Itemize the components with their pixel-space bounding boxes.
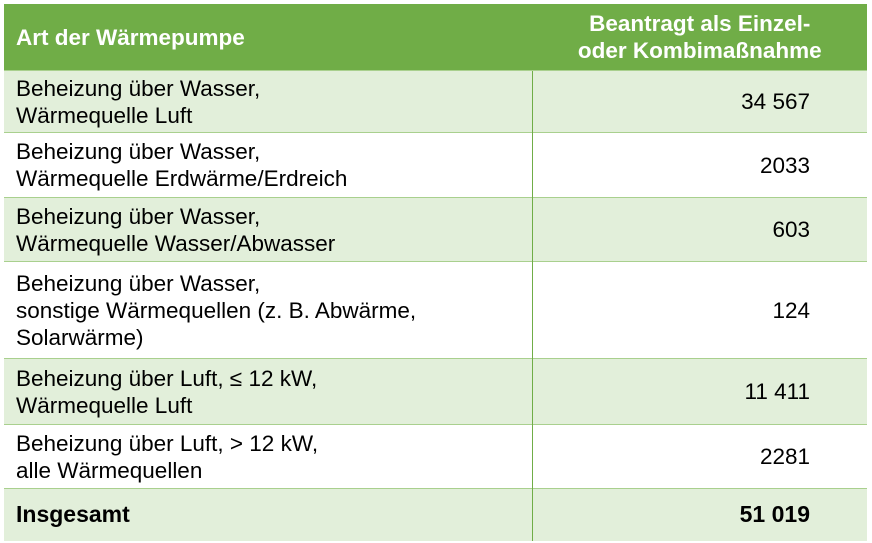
header-row: Art der Wärmepumpe Beantragt als Einzel-… (4, 4, 867, 71)
row-label: Beheizung über Luft, > 12 kW, alle Wärme… (4, 424, 533, 489)
header-applied: Beantragt als Einzel- oder Kombimaßnahme (532, 4, 867, 71)
heat-pump-table: Art der Wärmepumpe Beantragt als Einzel-… (4, 4, 867, 541)
total-row: Insgesamt 51 019 (4, 488, 867, 541)
total-value: 51 019 (532, 488, 867, 541)
row-value: 603 (532, 197, 867, 262)
row-value: 34 567 (532, 70, 867, 133)
header-type: Art der Wärmepumpe (4, 4, 533, 71)
table-row: Beheizung über Luft, ≤ 12 kW, Wärmequell… (4, 358, 867, 425)
total-label: Insgesamt (4, 488, 533, 541)
row-label: Beheizung über Wasser, Wärmequelle Luft (4, 70, 533, 133)
table-row: Beheizung über Luft, > 12 kW, alle Wärme… (4, 424, 867, 489)
table-row: Beheizung über Wasser, Wärmequelle Luft 3… (4, 70, 867, 133)
table-row: Beheizung über Wasser, sonstige Wärmeque… (4, 261, 867, 359)
table-row: Beheizung über Wasser, Wärmequelle Erdwä… (4, 132, 867, 198)
row-value: 124 (532, 261, 867, 359)
row-label: Beheizung über Wasser, sonstige Wärmeque… (4, 261, 533, 359)
row-value: 11 411 (532, 358, 867, 425)
row-value: 2033 (532, 132, 867, 198)
table-row: Beheizung über Wasser, Wärmequelle Wasse… (4, 197, 867, 262)
row-label: Beheizung über Wasser, Wärmequelle Erdwä… (4, 132, 533, 198)
row-value: 2281 (532, 424, 867, 489)
row-label: Beheizung über Luft, ≤ 12 kW, Wärmequell… (4, 358, 533, 425)
row-label: Beheizung über Wasser, Wärmequelle Wasse… (4, 197, 533, 262)
